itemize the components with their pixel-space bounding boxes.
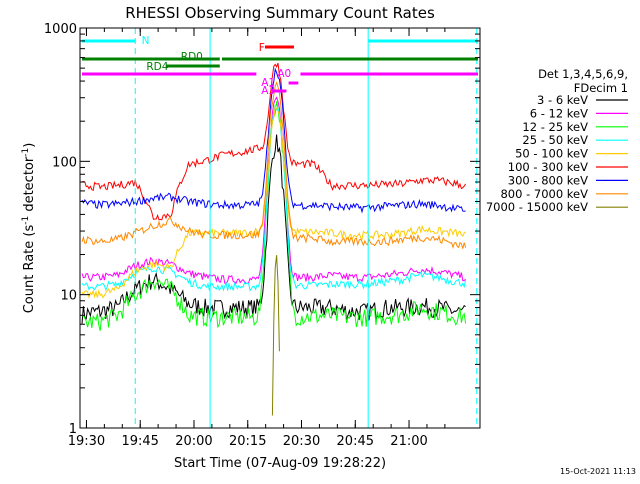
x-tick-label: 20:15 <box>229 434 266 449</box>
data-layer <box>81 62 467 416</box>
flag-label-rd0: RD0 <box>181 51 203 63</box>
chart-title: RHESSI Observing Summary Count Rates <box>125 4 435 22</box>
series-line-8 <box>81 81 467 249</box>
y-tick-label: 10 <box>60 289 77 304</box>
x-tick-label: 19:30 <box>68 434 105 449</box>
y-tick-label: 100 <box>52 155 77 170</box>
series-line-7 <box>81 67 466 214</box>
series-line-9 <box>271 255 280 416</box>
legend-label: 6 - 12 keV <box>530 106 588 120</box>
legend-label: 3 - 6 keV <box>537 93 588 107</box>
flag-label-a0: A0 <box>277 68 291 80</box>
y-label-main: Count Rate (s <box>22 225 37 314</box>
axis-layer: 19:30 19:45 20:00 20:15 20:30 20:45 21:00 1 10 10… <box>44 22 480 449</box>
x-tick-label: 20:30 <box>283 434 320 449</box>
legend-label: 800 - 7000 keV <box>500 187 588 201</box>
y-tick-label: 1 <box>69 422 77 437</box>
y-tick-label: 1000 <box>44 22 77 37</box>
legend-label: 25 - 50 keV <box>522 133 588 147</box>
legend-label: 12 - 25 keV <box>522 120 588 134</box>
flag-label-rd4: RD4 <box>146 61 168 73</box>
flag-label-f: F <box>259 42 265 54</box>
legend-label: 7000 - 15000 keV <box>486 200 588 214</box>
y-label-end: ) <box>22 143 37 148</box>
y-axis-label: Count Rate (s-1 detector-1) <box>21 143 37 314</box>
timestamp: 15-Oct-2021 11:13 <box>560 467 636 476</box>
legend-label: 100 - 300 keV <box>508 160 588 174</box>
x-axis-label: Start Time (07-Aug-09 19:28:22) <box>174 456 386 471</box>
y-label-sup1: -1 <box>21 216 31 225</box>
x-tick-label: 20:00 <box>175 434 212 449</box>
y-label-mid: detector <box>22 156 37 216</box>
x-tick-label: 19:45 <box>121 434 158 449</box>
series-line-2 <box>81 96 466 285</box>
legend-header-1: Det 1,3,4,5,6,9, <box>538 67 628 81</box>
legend-label: 50 - 100 keV <box>515 147 588 161</box>
legend-header-2: FDecim 1 <box>574 81 628 95</box>
flag-label-a1: A1 <box>261 77 275 89</box>
flag-label-n: N <box>142 35 150 47</box>
flag-label-a3: A3 <box>261 85 275 97</box>
x-tick-label: 21:00 <box>390 434 427 449</box>
legend-label: 300 - 800 keV <box>508 173 588 187</box>
x-tick-label: 20:45 <box>337 434 374 449</box>
series-line-5 <box>81 104 466 299</box>
plot-frame <box>79 27 481 429</box>
y-label-sup2: -1 <box>21 148 31 157</box>
